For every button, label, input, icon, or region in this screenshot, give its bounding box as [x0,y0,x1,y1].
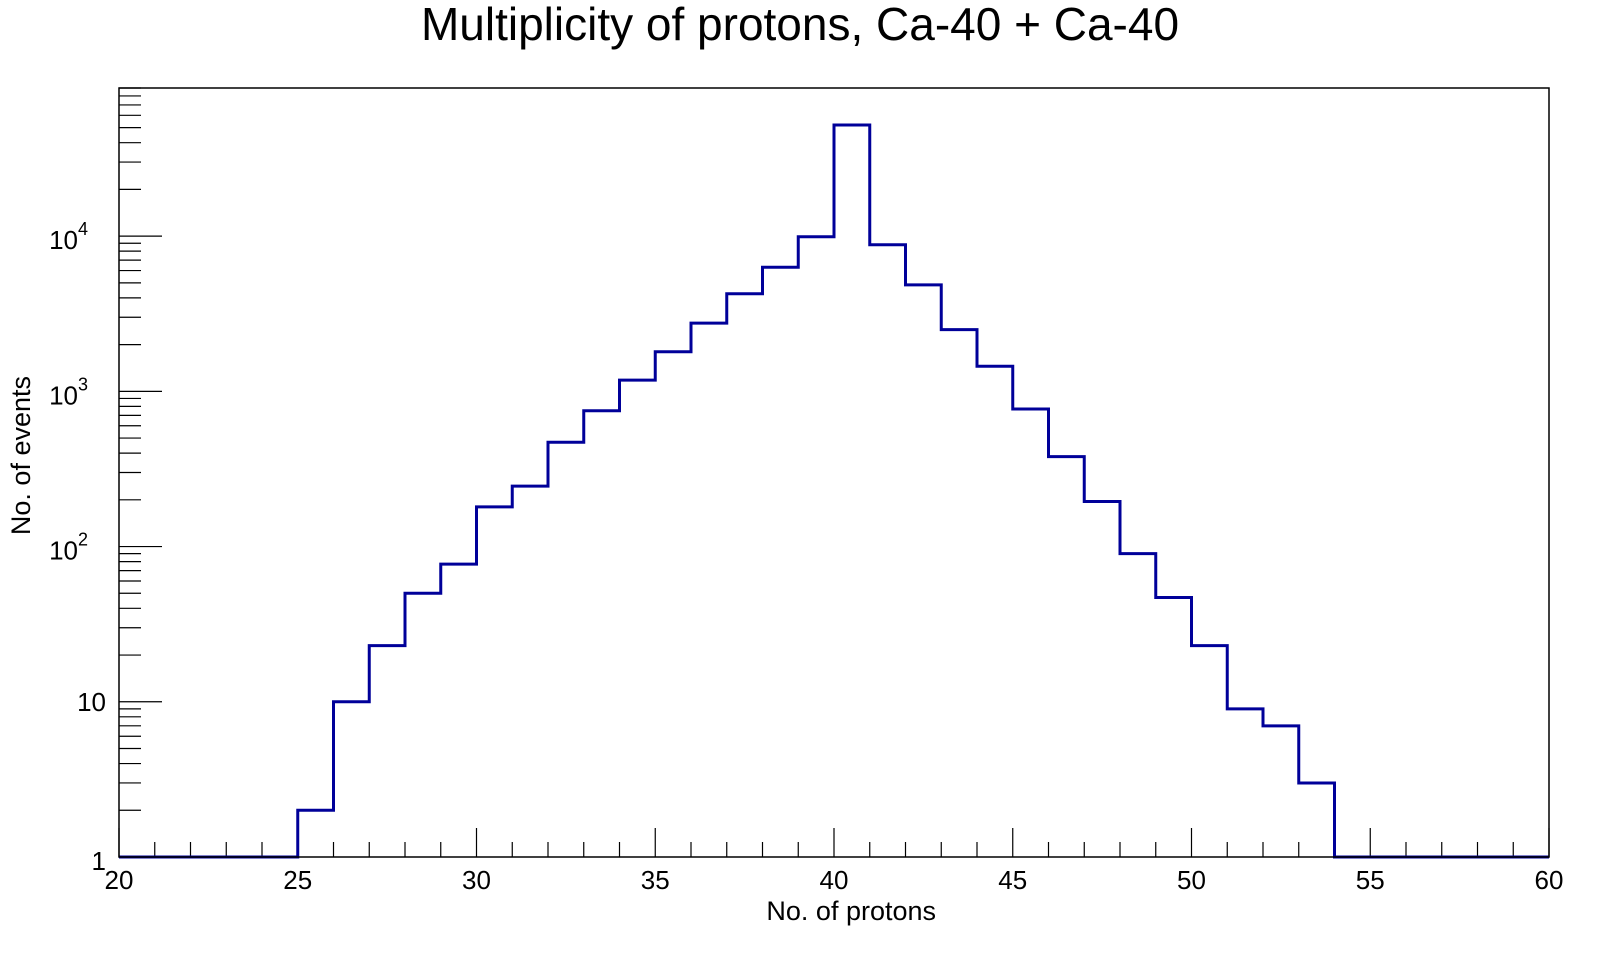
y-tick-label: 10 [77,687,106,717]
y-axis-title: No. of events [6,376,36,535]
tick-labels: 20 25 30 35 40 45 50 55 60 1 10 102 103 104 [49,219,1563,895]
x-axis-title: No. of protons [766,896,936,926]
x-tick-label: 20 [105,865,134,895]
x-tick-label: 35 [641,865,670,895]
x-tick-label: 25 [283,865,312,895]
plot-frame [118,87,1550,858]
y-tick-label: 104 [49,219,88,255]
y-tick-label: 103 [49,374,88,410]
chart-title: Multiplicity of protons, Ca-40 + Ca-40 [420,0,1180,50]
x-tick-label: 60 [1535,865,1564,895]
x-tick-label: 45 [998,865,1027,895]
x-tick-label: 50 [1177,865,1206,895]
x-tick-label: 40 [820,865,849,895]
y-tick-label: 102 [49,530,88,566]
histogram-line [119,123,1549,859]
x-tick-label: 30 [462,865,491,895]
y-tick-label: 1 [92,846,106,876]
x-tick-label: 55 [1356,865,1385,895]
